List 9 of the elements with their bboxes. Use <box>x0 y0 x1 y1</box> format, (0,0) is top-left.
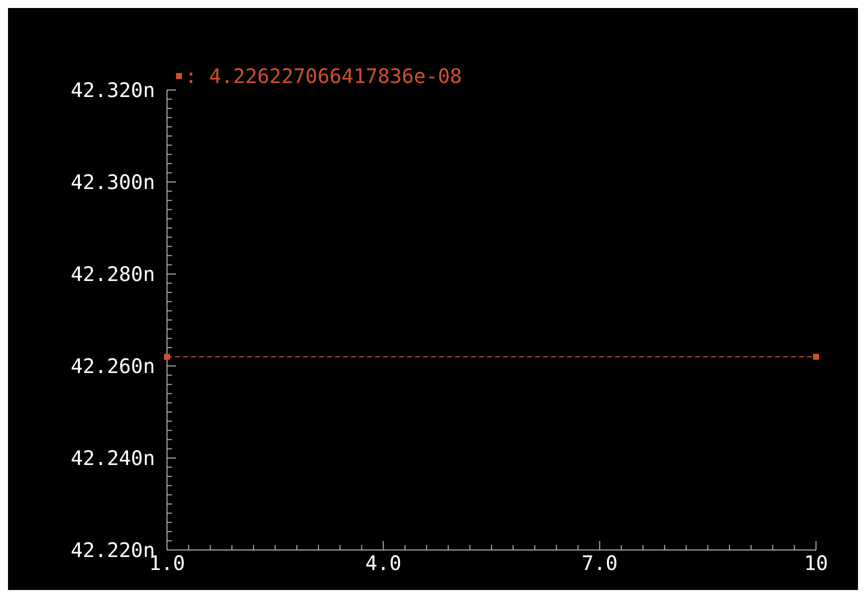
y-tick-label: 42.240n <box>70 446 155 470</box>
x-tick-label: 10 <box>804 551 828 575</box>
y-tick-label: 42.300n <box>70 170 155 194</box>
x-tick-label: 4.0 <box>365 551 402 575</box>
y-tick-label: 42.260n <box>70 354 155 378</box>
legend-label: : 4.226227066417836e-08 <box>185 64 462 88</box>
y-tick-label: 42.320n <box>70 78 155 102</box>
y-tick-label: 42.280n <box>70 262 155 286</box>
x-tick-label: 7.0 <box>582 551 618 575</box>
